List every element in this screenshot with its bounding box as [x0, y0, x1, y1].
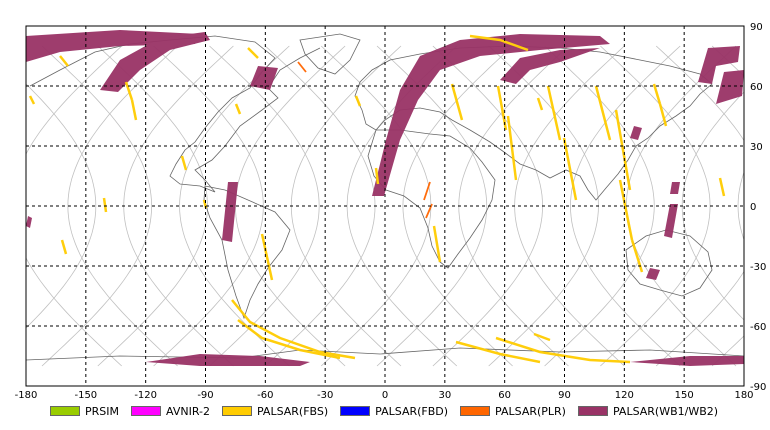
lat-tick-label: -90 [750, 382, 766, 393]
legend-swatch [460, 406, 491, 416]
orbit-track [179, 45, 290, 367]
orbit-track [153, 45, 264, 367]
swath-wb [630, 356, 744, 366]
legend-swatch [340, 406, 371, 416]
swath-wb [250, 66, 278, 90]
lon-tick-label: 90 [558, 390, 571, 401]
swath-wb [26, 30, 200, 62]
legend-label: PALSAR(FBD) [375, 404, 449, 418]
legend-label: PALSAR(WB1/WB2) [612, 404, 719, 418]
orbit-track [67, 45, 178, 367]
swath-wb [670, 182, 680, 194]
legend-label: PALSAR(FBS) [256, 404, 329, 418]
orbit-track [41, 45, 153, 367]
longitude-tick-labels: -180 -150 -120 -90 -60 -30 0 30 60 90 120 150 180 [15, 390, 754, 401]
lon-tick-label: 60 [498, 390, 511, 401]
legend-swatch [577, 406, 608, 416]
swath-wb [716, 70, 744, 104]
swath-wb [664, 204, 678, 238]
orbit-track [376, 45, 488, 367]
map-frame [25, 25, 745, 387]
lon-tick-label: 0 [382, 390, 388, 401]
legend-item: PRSIM [50, 405, 119, 418]
lon-tick-label: 30 [438, 390, 451, 401]
swath-wb [222, 182, 238, 242]
legend-item: PALSAR(PLR) [460, 405, 566, 418]
lat-tick-label: 0 [750, 202, 756, 213]
swath-wb [26, 216, 32, 228]
lat-tick-label: 30 [750, 142, 763, 153]
lat-tick-label: -60 [750, 322, 766, 333]
lon-tick-label: -120 [134, 390, 157, 401]
lon-tick-label: -150 [74, 390, 97, 401]
swath-wb [146, 354, 310, 366]
coastline-australia [625, 229, 713, 297]
lon-tick-label: 150 [675, 390, 694, 401]
lat-tick-label: 60 [750, 82, 763, 93]
fbs-strips [28, 34, 726, 364]
lat-tick-label: 90 [750, 22, 763, 33]
legend-item: PALSAR(FBS) [221, 404, 329, 418]
legend-item: PALSAR(WB1/WB2) [577, 404, 719, 418]
lon-tick-label: -180 [15, 390, 38, 401]
lon-tick-label: 180 [734, 390, 753, 401]
acquisition-swaths [26, 30, 744, 366]
lon-tick-label: 120 [615, 390, 634, 401]
coastline-north-america [29, 35, 321, 193]
legend-swatch [131, 406, 161, 416]
legend-swatch [221, 406, 252, 416]
orbit-track [26, 45, 122, 367]
lon-tick-label: -30 [317, 390, 333, 401]
legend-label: AVNIR-2 [166, 404, 210, 418]
legend: PRSIM AVNIR-2 PALSAR(FBS) PALSAR(FBD) PALSAR… [50, 402, 730, 420]
swath-wb [698, 46, 740, 84]
legend-swatch [50, 406, 80, 416]
lon-tick-label: -60 [257, 390, 273, 401]
graticule [26, 26, 744, 386]
swath-wb [646, 268, 660, 280]
swath-wb [100, 32, 210, 92]
legend-item: PALSAR(FBD) [340, 405, 448, 418]
orbit-track [737, 171, 744, 241]
coastline-africa [367, 129, 496, 269]
swath-wb [630, 126, 642, 140]
legend-label: PRSIM [85, 404, 119, 418]
orbit-track [655, 45, 744, 367]
legend-label: PALSAR(PLR) [495, 404, 566, 418]
coastline-eurasia [354, 45, 713, 201]
orbit-track [402, 45, 513, 367]
latitude-tick-labels: 90 60 30 0 -30 -60 -90 [750, 22, 766, 393]
orbit-track [570, 45, 681, 367]
orbit-track [26, 83, 97, 329]
orbit-track [209, 45, 320, 367]
lon-tick-label: -90 [197, 390, 213, 401]
swath-wb [372, 34, 610, 196]
lat-tick-label: -30 [750, 262, 766, 273]
swath-wb [500, 48, 600, 84]
coastline-greenland [299, 33, 361, 75]
coastline-antarctica [25, 347, 745, 361]
legend-item: AVNIR-2 [131, 405, 210, 418]
